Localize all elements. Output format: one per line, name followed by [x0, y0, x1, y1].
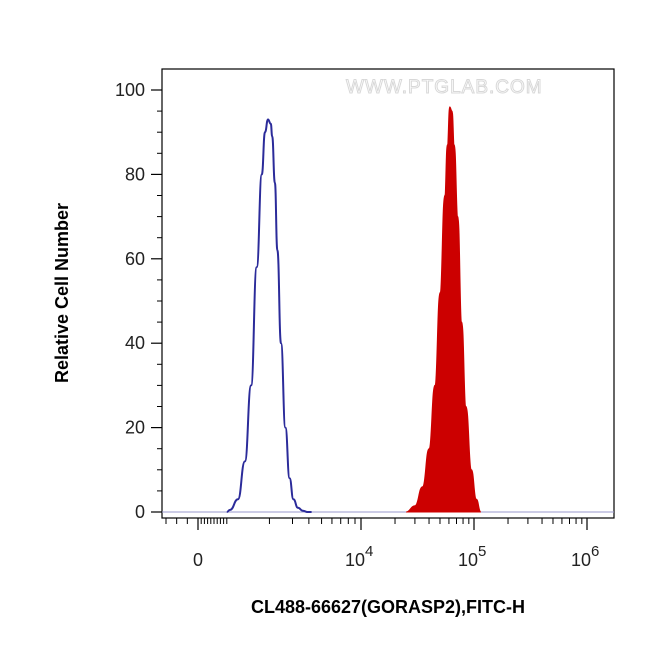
y-tick-label: 40 — [125, 333, 145, 353]
y-axis-ticks: 0 20 40 60 80 100 — [115, 80, 162, 522]
x-tick-label: 0 — [193, 550, 203, 570]
x-tick-base: 10 — [345, 550, 365, 570]
filled-histogram-series — [405, 106, 482, 513]
y-axis-title: Relative Cell Number — [52, 203, 72, 383]
x-axis-ticks: 0 104 105 106 — [165, 518, 599, 570]
plot-frame — [161, 68, 615, 519]
x-axis-title: CL488-66627(GORASP2),FITC-H — [251, 597, 525, 617]
y-tick-label: 100 — [115, 80, 145, 100]
y-tick-label: 20 — [125, 418, 145, 438]
watermark-text: WWW.PTGLAB.COM — [346, 77, 543, 98]
x-tick-label: 106 — [571, 543, 599, 570]
x-tick-base: 10 — [458, 550, 478, 570]
outline-histogram-series — [226, 118, 312, 513]
y-tick-label: 60 — [125, 249, 145, 269]
x-tick-exponent: 5 — [478, 543, 486, 560]
y-tick-label: 0 — [135, 502, 145, 522]
x-tick-label: 104 — [345, 543, 373, 570]
x-tick-base: 10 — [571, 550, 591, 570]
x-tick-exponent: 4 — [365, 543, 373, 560]
x-tick-label: 105 — [458, 543, 486, 570]
y-tick-label: 80 — [125, 164, 145, 184]
histogram-series — [162, 106, 614, 513]
x-tick-exponent: 6 — [591, 543, 599, 560]
